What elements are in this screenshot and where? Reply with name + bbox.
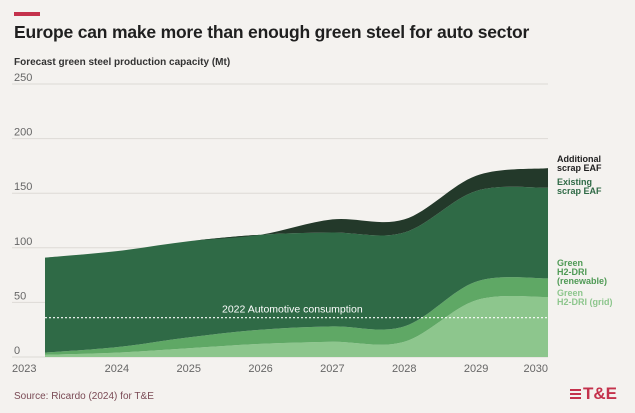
x-axis-labels: 2023 2024 2025 2026 2027 2028 2029 2030: [12, 363, 548, 375]
x-tick-label: 2028: [392, 363, 416, 375]
chart-title: Europe can make more than enough green s…: [14, 22, 530, 42]
x-tick-label: 2029: [464, 363, 488, 375]
y-tick-label: 250: [14, 72, 32, 84]
x-tick-label: 2024: [105, 363, 129, 375]
reference-line-group: 2022 Automotive consumption: [45, 304, 548, 319]
x-tick-label: 2027: [320, 363, 344, 375]
accent-bar: [14, 12, 40, 16]
legend-label: Green H2-DRI (grid): [557, 288, 613, 307]
legend-label: Existing scrap EAF: [557, 177, 602, 196]
area-existing-scrap-eaf: [45, 186, 548, 353]
legend-label: Green H2-DRI (renewable): [557, 258, 607, 286]
x-tick-label: 2030: [524, 363, 548, 375]
x-tick-label: 2023: [12, 363, 36, 375]
y-tick-label: 50: [14, 290, 26, 302]
area-additional-scrap-eaf: [45, 168, 548, 258]
legend-label: Additional scrap EAF: [557, 154, 602, 173]
consumption-label: 2022 Automotive consumption: [222, 304, 363, 316]
brand-logo: T&E: [570, 384, 617, 404]
area-layers: [45, 168, 548, 357]
y-tick-label: 200: [14, 127, 32, 139]
x-tick-label: 2026: [248, 363, 272, 375]
legend: Additional scrap EAF Existing scrap EAF Gree…: [557, 154, 613, 307]
logo-text: T&E: [583, 384, 617, 403]
y-axis-labels: 0 50 100 150 200 250: [14, 72, 32, 357]
chart-subtitle: Forecast green steel production capacity…: [14, 57, 231, 68]
source-note: Source: Ricardo (2024) for T&E: [14, 391, 154, 402]
area-green-h2-dri-grid: [45, 295, 548, 357]
x-tick-label: 2025: [176, 363, 200, 375]
y-tick-label: 0: [14, 345, 20, 357]
y-tick-label: 150: [14, 181, 32, 193]
area-green-h2-dri-renewable: [45, 277, 548, 355]
logo-bars-icon: [570, 388, 581, 401]
y-tick-label: 100: [14, 236, 32, 248]
